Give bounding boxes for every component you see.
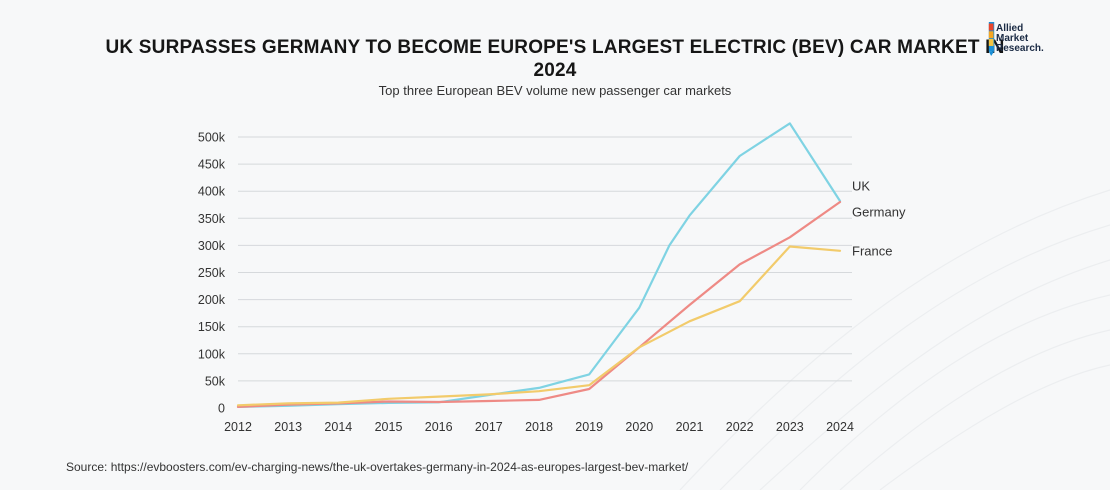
grid-lines: [238, 136, 852, 382]
x-tick-label: 2019: [575, 420, 603, 434]
y-axis-ticks: 0 50k 100k 150k 200k 250k 300k 350k 400k 450k 500k: [198, 131, 226, 416]
x-tick-label: 2014: [324, 420, 352, 434]
y-tick-label: 350k: [198, 212, 226, 226]
x-tick-label: 2018: [525, 420, 553, 434]
series-label-germany: Germany: [852, 204, 906, 219]
y-tick-label: 400k: [198, 185, 226, 199]
y-tick-label: 200k: [198, 293, 226, 307]
y-tick-label: 0: [218, 402, 225, 416]
x-tick-label: 2024: [826, 420, 854, 434]
series-line-france: [236, 245, 842, 407]
series-lines: [236, 122, 842, 408]
x-tick-label: 2022: [726, 420, 754, 434]
x-tick-label: 2013: [274, 420, 302, 434]
x-tick-label: 2016: [425, 420, 453, 434]
y-tick-label: 500k: [198, 131, 226, 145]
series-line-germany: [236, 200, 842, 408]
x-tick-label: 2020: [625, 420, 653, 434]
chart-subtitle: Top three European BEV volume new passen…: [378, 83, 732, 98]
y-tick-label: 150k: [198, 320, 226, 334]
x-axis-ticks: 2012 2013 2014 2015 2016 2017 2018 2019 2020 2021…: [224, 420, 854, 434]
y-tick-label: 100k: [198, 347, 226, 361]
x-tick-label: 2017: [475, 420, 503, 434]
y-tick-label: 300k: [198, 239, 226, 253]
x-tick-label: 2012: [224, 420, 252, 434]
series-label-france: France: [852, 243, 892, 258]
logo-mark-icon: [988, 22, 995, 56]
x-tick-label: 2023: [776, 420, 804, 434]
logo-line-2: Market: [996, 33, 1029, 44]
chart-title: UK SURPASSES GERMANY TO BECOME EUROPE'S …: [105, 37, 1005, 81]
series-label-uk: UK: [852, 178, 870, 193]
y-tick-label: 50k: [205, 374, 226, 388]
allied-market-research-logo: Allied Market Research.: [987, 20, 1077, 66]
logo-text: Allied Market Research.: [996, 24, 1044, 54]
series-labels: UK Germany France: [852, 178, 906, 258]
source-citation: Source: https://evboosters.com/ev-chargi…: [66, 460, 689, 474]
y-tick-label: 250k: [198, 266, 226, 280]
x-tick-label: 2021: [676, 420, 704, 434]
y-tick-label: 450k: [198, 158, 226, 172]
x-tick-label: 2015: [375, 420, 403, 434]
logo-line-1: Allied: [996, 23, 1024, 34]
logo-line-3: Research.: [996, 43, 1044, 54]
series-line-uk: [236, 122, 842, 408]
